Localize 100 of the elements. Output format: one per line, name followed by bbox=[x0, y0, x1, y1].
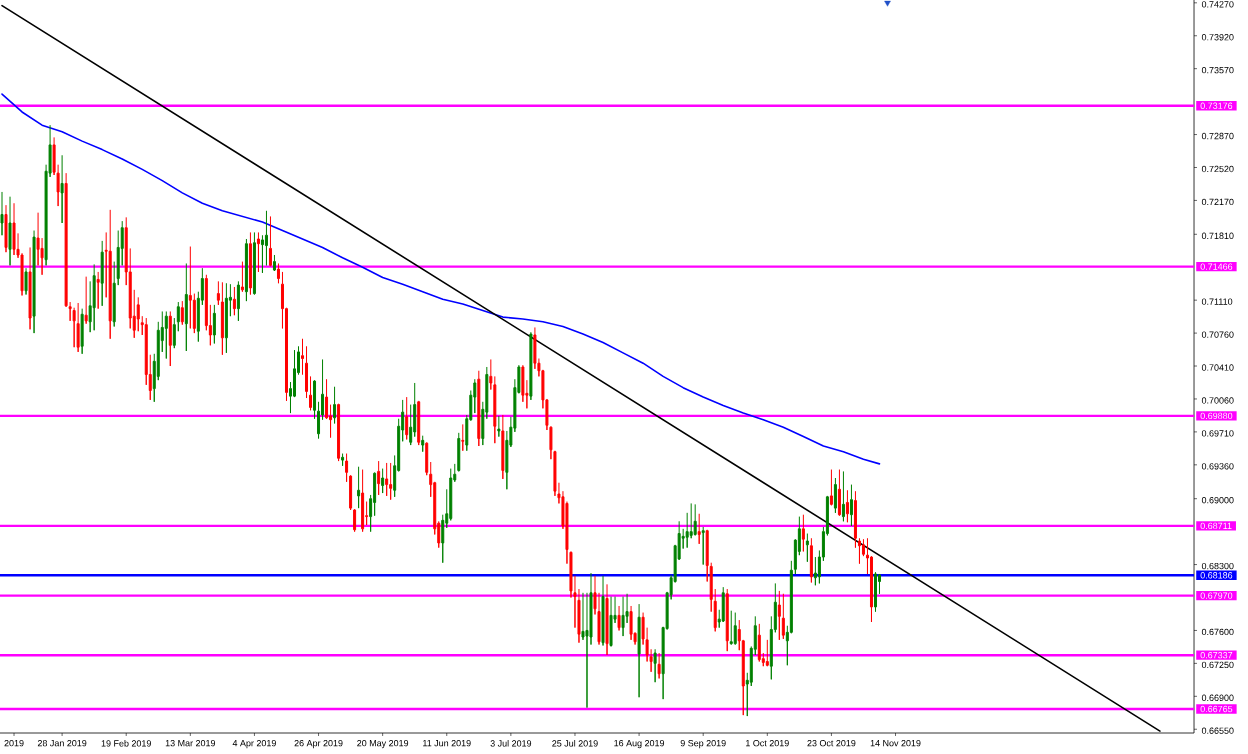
candlestick bbox=[377, 460, 381, 496]
candlestick bbox=[653, 648, 657, 683]
candlestick bbox=[417, 400, 421, 446]
candlestick bbox=[405, 396, 409, 440]
candlestick bbox=[276, 262, 280, 284]
candlestick bbox=[349, 474, 353, 511]
y-tick-label: 0.72520 bbox=[1201, 165, 1234, 173]
candlestick bbox=[96, 271, 100, 310]
y-tick-label: 0.66550 bbox=[1201, 727, 1234, 734]
ref-line-label: 0.67970 bbox=[1200, 592, 1233, 599]
candlestick bbox=[361, 469, 365, 533]
candlestick bbox=[389, 462, 393, 501]
x-tick-label: 20 May 2019 bbox=[357, 740, 409, 749]
candlestick bbox=[168, 310, 172, 367]
x-tick-label: 11 Jun 2019 bbox=[423, 740, 471, 747]
candlestick bbox=[501, 414, 505, 480]
y-tick-label: 0.72170 bbox=[1201, 198, 1234, 206]
candlestick bbox=[849, 484, 853, 527]
candlestick bbox=[873, 571, 877, 613]
y-tick-label: 0.69360 bbox=[1201, 463, 1234, 470]
x-tick-label: 19 Feb 2019 bbox=[101, 740, 151, 747]
candlestick bbox=[28, 246, 32, 330]
candlestick bbox=[224, 282, 228, 354]
candlestick bbox=[381, 468, 385, 494]
x-tick-label: 9 Sep 2019 bbox=[680, 740, 726, 749]
y-tick-label: 0.66900 bbox=[1201, 694, 1234, 701]
candlestick bbox=[837, 469, 841, 517]
y-tick-label: 0.73920 bbox=[1201, 34, 1234, 41]
candlestick bbox=[32, 230, 36, 334]
candlestick bbox=[60, 154, 64, 224]
candlestick bbox=[0, 191, 4, 236]
candlestick bbox=[729, 610, 733, 646]
x-tick-label: 1 Oct 2019 bbox=[746, 740, 789, 747]
ref-line-label: 0.69880 bbox=[1200, 412, 1233, 420]
x-tick-label: 25 Jul 2019 bbox=[552, 740, 598, 747]
candlestick bbox=[164, 310, 168, 359]
candlestick bbox=[76, 302, 80, 353]
ref-line-label: 0.67337 bbox=[1200, 652, 1233, 659]
candlestick bbox=[357, 466, 361, 509]
candlestick bbox=[605, 583, 609, 656]
candlestick bbox=[100, 240, 104, 307]
candlestick bbox=[805, 533, 809, 563]
candlestick bbox=[529, 331, 533, 401]
candlestick bbox=[80, 308, 84, 355]
candlestick bbox=[693, 503, 697, 536]
candlestick bbox=[493, 375, 497, 444]
candlestick bbox=[713, 588, 717, 632]
candlestick bbox=[256, 231, 260, 273]
candlestick bbox=[425, 441, 429, 476]
y-tick-label: 0.69710 bbox=[1201, 430, 1234, 437]
x-tick-label: 26 Apr 2019 bbox=[294, 740, 343, 749]
candlestick bbox=[601, 575, 605, 646]
candlestick bbox=[829, 469, 833, 506]
ref-line-label: 0.68711 bbox=[1200, 522, 1232, 530]
candlestick bbox=[657, 652, 661, 679]
candlestick bbox=[617, 605, 621, 631]
candlestick bbox=[248, 231, 252, 296]
candlestick bbox=[337, 403, 341, 462]
candlestick bbox=[629, 605, 633, 641]
candlestick bbox=[705, 529, 709, 583]
candlestick bbox=[301, 338, 305, 375]
candlestick bbox=[232, 286, 236, 316]
ref-line-label: 0.68186 bbox=[1200, 572, 1233, 579]
ref-line-label: 0.66765 bbox=[1200, 705, 1233, 713]
y-tick-label: 0.72870 bbox=[1201, 132, 1234, 140]
candlestick bbox=[477, 370, 481, 447]
candlestick bbox=[709, 562, 713, 613]
candlestick bbox=[240, 261, 244, 293]
candlestick bbox=[4, 204, 8, 253]
candlestick bbox=[252, 231, 256, 296]
x-tick-label: 16 Aug 2019 bbox=[614, 740, 665, 749]
candlestick bbox=[184, 262, 188, 352]
y-tick-label: 0.71810 bbox=[1201, 232, 1234, 239]
ref-line-label: 0.73176 bbox=[1200, 102, 1233, 109]
candlestick bbox=[385, 462, 389, 497]
candlestick bbox=[313, 379, 317, 420]
candlestick bbox=[216, 280, 220, 306]
candlestick bbox=[781, 593, 785, 640]
candlestick bbox=[757, 623, 761, 662]
candlestick bbox=[108, 209, 112, 340]
candlestick bbox=[268, 215, 272, 267]
candlestick bbox=[212, 304, 216, 344]
candlestick bbox=[841, 470, 845, 522]
y-tick-label: 0.70410 bbox=[1201, 364, 1234, 371]
candlestick bbox=[353, 508, 357, 533]
candlestick bbox=[345, 453, 349, 483]
ref-line-label: 0.71466 bbox=[1200, 263, 1233, 270]
y-tick-label: 0.67250 bbox=[1201, 661, 1234, 669]
y-tick-label: 0.73570 bbox=[1201, 67, 1234, 74]
y-tick-label: 0.68300 bbox=[1201, 562, 1234, 570]
candlestick bbox=[497, 415, 501, 438]
y-tick-label: 0.69000 bbox=[1201, 497, 1234, 504]
x-tick-label: 14 Nov 2019 bbox=[870, 740, 921, 747]
candlestick bbox=[809, 537, 813, 583]
candlestick bbox=[621, 596, 625, 637]
y-tick-label: 0.67600 bbox=[1201, 628, 1234, 636]
candlestick bbox=[333, 386, 337, 424]
candlestick bbox=[637, 603, 641, 698]
candlestick bbox=[176, 301, 180, 332]
x-tick-label: 2019 bbox=[4, 740, 24, 747]
